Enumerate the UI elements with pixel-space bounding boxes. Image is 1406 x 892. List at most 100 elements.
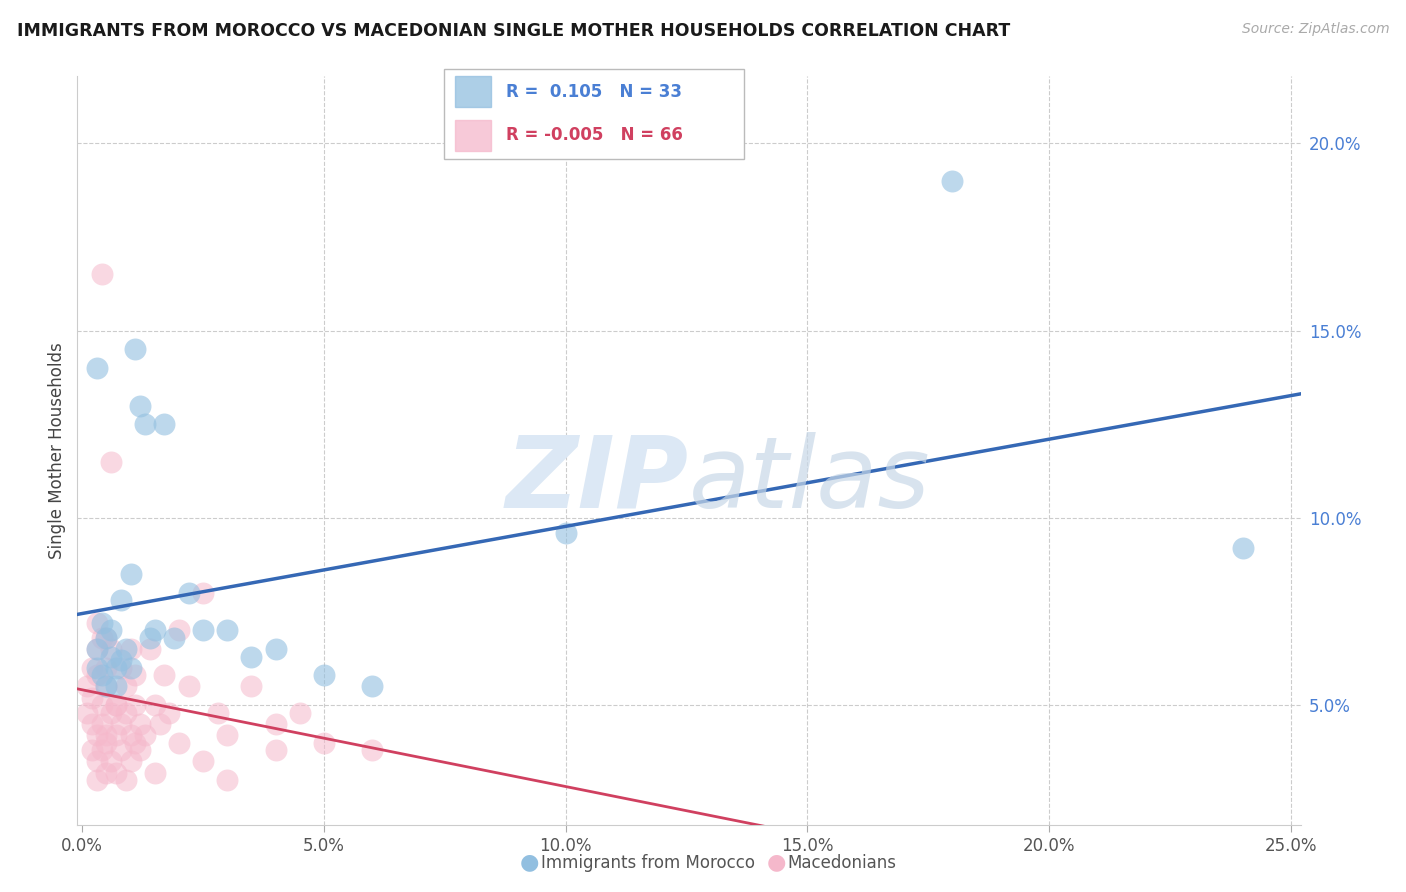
Point bbox=[124, 668, 146, 682]
Point bbox=[90, 743, 112, 757]
Point bbox=[114, 706, 136, 720]
Point bbox=[96, 661, 118, 675]
Point bbox=[100, 642, 122, 657]
Point bbox=[312, 668, 335, 682]
Point bbox=[129, 717, 152, 731]
Point bbox=[191, 586, 214, 600]
Point bbox=[96, 631, 118, 645]
Point bbox=[96, 728, 118, 742]
Point bbox=[148, 717, 170, 731]
Point bbox=[110, 743, 132, 757]
Point bbox=[96, 680, 118, 694]
Point bbox=[100, 755, 122, 769]
Text: IMMIGRANTS FROM MOROCCO VS MACEDONIAN SINGLE MOTHER HOUSEHOLDS CORRELATION CHART: IMMIGRANTS FROM MOROCCO VS MACEDONIAN SI… bbox=[17, 22, 1010, 40]
Point bbox=[100, 624, 122, 638]
Point bbox=[124, 343, 146, 357]
Point bbox=[90, 631, 112, 645]
Point bbox=[86, 773, 108, 788]
Point bbox=[177, 586, 200, 600]
Point bbox=[114, 680, 136, 694]
Point bbox=[153, 668, 176, 682]
Point bbox=[129, 743, 152, 757]
Point bbox=[96, 736, 118, 750]
Point bbox=[80, 661, 103, 675]
Point bbox=[143, 624, 166, 638]
Point bbox=[163, 631, 186, 645]
Point bbox=[86, 642, 108, 657]
Point bbox=[191, 624, 214, 638]
Point bbox=[105, 728, 128, 742]
Point bbox=[120, 728, 142, 742]
Point bbox=[217, 624, 239, 638]
Point bbox=[100, 706, 122, 720]
Bar bbox=[456, 77, 491, 107]
Point bbox=[167, 736, 190, 750]
Point bbox=[100, 455, 122, 469]
Point bbox=[139, 631, 162, 645]
Point bbox=[941, 174, 963, 188]
Point bbox=[191, 755, 214, 769]
Point bbox=[124, 698, 146, 713]
Point bbox=[167, 624, 190, 638]
Point bbox=[76, 680, 98, 694]
Point bbox=[129, 399, 152, 413]
Text: ZIP: ZIP bbox=[506, 432, 689, 529]
Point bbox=[86, 361, 108, 376]
Point bbox=[120, 642, 142, 657]
Point bbox=[361, 680, 384, 694]
Point bbox=[76, 706, 98, 720]
Point bbox=[105, 680, 128, 694]
Point bbox=[80, 690, 103, 705]
Text: Source: ZipAtlas.com: Source: ZipAtlas.com bbox=[1241, 22, 1389, 37]
Point bbox=[240, 680, 263, 694]
Point bbox=[105, 698, 128, 713]
Point bbox=[110, 717, 132, 731]
Point bbox=[288, 706, 311, 720]
Point bbox=[96, 680, 118, 694]
Point bbox=[114, 642, 136, 657]
Point bbox=[86, 668, 108, 682]
Point bbox=[105, 765, 128, 780]
Point bbox=[361, 743, 384, 757]
Point bbox=[90, 615, 112, 630]
Point bbox=[124, 736, 146, 750]
Point bbox=[157, 706, 180, 720]
Point bbox=[264, 743, 287, 757]
Point bbox=[80, 743, 103, 757]
Point bbox=[143, 765, 166, 780]
Text: Immigrants from Morocco: Immigrants from Morocco bbox=[541, 855, 755, 872]
Point bbox=[134, 417, 156, 432]
Point bbox=[120, 755, 142, 769]
Point bbox=[554, 525, 576, 540]
Text: ●: ● bbox=[766, 853, 786, 872]
Point bbox=[134, 728, 156, 742]
Point bbox=[80, 717, 103, 731]
FancyBboxPatch shape bbox=[444, 69, 744, 159]
Text: R = -0.005   N = 66: R = -0.005 N = 66 bbox=[506, 126, 683, 144]
Point bbox=[86, 661, 108, 675]
Point bbox=[110, 593, 132, 607]
Y-axis label: Single Mother Households: Single Mother Households bbox=[48, 343, 66, 558]
Point bbox=[1232, 541, 1254, 555]
Point bbox=[110, 653, 132, 667]
Point bbox=[90, 668, 112, 682]
Point bbox=[86, 642, 108, 657]
Point bbox=[90, 268, 112, 282]
Point bbox=[217, 773, 239, 788]
Point bbox=[90, 698, 112, 713]
Point bbox=[153, 417, 176, 432]
Point bbox=[96, 765, 118, 780]
Point bbox=[105, 661, 128, 675]
Point bbox=[86, 755, 108, 769]
Point bbox=[264, 642, 287, 657]
Point bbox=[264, 717, 287, 731]
Bar bbox=[456, 120, 491, 152]
Text: ●: ● bbox=[520, 853, 540, 872]
Point bbox=[312, 736, 335, 750]
Point bbox=[177, 680, 200, 694]
Point bbox=[86, 728, 108, 742]
Text: R =  0.105   N = 33: R = 0.105 N = 33 bbox=[506, 83, 682, 101]
Point bbox=[114, 773, 136, 788]
Text: Macedonians: Macedonians bbox=[787, 855, 897, 872]
Point bbox=[143, 698, 166, 713]
